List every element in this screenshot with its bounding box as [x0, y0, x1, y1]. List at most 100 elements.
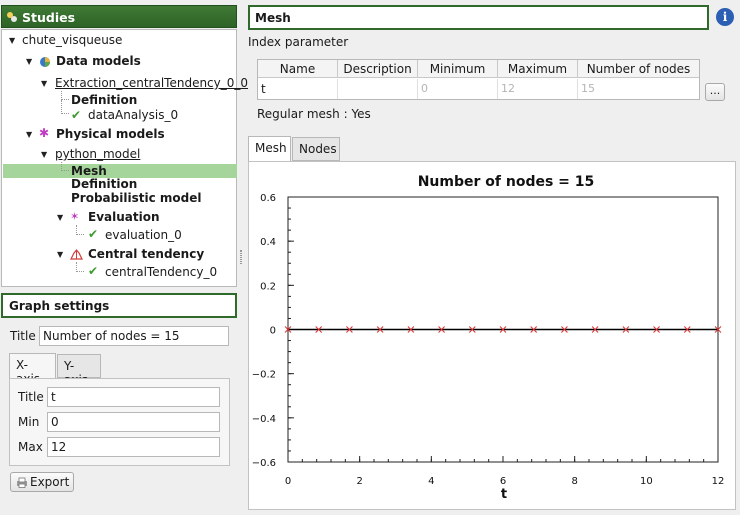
tree-item-definition[interactable]: Definition: [71, 177, 138, 191]
splitter-handle[interactable]: [240, 250, 242, 264]
data-point-marker: [653, 326, 660, 333]
expand-arrow-icon[interactable]: ▼: [9, 36, 16, 45]
data-point-marker: [499, 326, 507, 333]
tree-item-data-analysis[interactable]: dataAnalysis_0: [88, 108, 179, 122]
column-header-minimum[interactable]: Minimum: [418, 60, 498, 78]
expand-arrow-icon[interactable]: ▼: [26, 130, 33, 139]
graph-title-input[interactable]: Number of nodes = 15: [39, 326, 229, 346]
data-models-icon: [40, 57, 50, 67]
axis-max-input[interactable]: 12: [47, 437, 220, 457]
tree-connector: [61, 100, 69, 114]
tab-mesh[interactable]: Mesh: [248, 136, 291, 162]
x-tick-label: 8: [571, 476, 577, 487]
data-point: [714, 326, 722, 333]
column-header-number-of-nodes[interactable]: Number of nodes: [578, 60, 699, 78]
expand-arrow-icon[interactable]: ▼: [41, 79, 48, 88]
central-tendency-icon: [70, 249, 83, 260]
tree-connector: [61, 162, 69, 171]
check-icon: ✔: [71, 108, 82, 122]
data-point-marker: [438, 326, 445, 333]
x-tick-label: 6: [500, 476, 506, 487]
expand-arrow-icon[interactable]: ▼: [57, 213, 64, 222]
data-point-marker: [591, 326, 599, 333]
axis-max-label: Max: [18, 440, 43, 454]
tree-item-python-model[interactable]: python_model: [55, 147, 141, 161]
data-point: [499, 326, 507, 333]
data-point: [284, 326, 292, 333]
evaluation-icon: ✶: [70, 210, 80, 223]
study-tree[interactable]: ▼ chute_visqueuse ▼ Data models ▼ Extrac…: [1, 29, 248, 287]
y-tick-label: 0.6: [260, 193, 276, 204]
column-header-maximum[interactable]: Maximum: [498, 60, 578, 78]
table-cell-minimum[interactable]: 0: [418, 79, 498, 99]
tree-item-root[interactable]: chute_visqueuse: [22, 33, 123, 47]
tree-item-physical-models[interactable]: Physical models: [56, 127, 165, 141]
axis-title-label: Title: [18, 390, 44, 404]
table-cell-maximum[interactable]: 12: [498, 79, 578, 99]
mesh-chart[interactable]: Number of nodes = 15 t 0 2 4 6 8 10 12 0.6 0.4 0.…: [249, 162, 735, 509]
x-tick-label: 12: [712, 476, 725, 487]
graph-title-label: Title: [10, 329, 36, 343]
tree-item-probabilistic-model[interactable]: Probabilistic model: [71, 191, 202, 205]
studies-logo-icon: [7, 12, 17, 22]
table-cell-name[interactable]: t: [258, 79, 338, 99]
expand-arrow-icon[interactable]: ▼: [57, 250, 64, 259]
check-icon: ✔: [88, 264, 99, 278]
axis-min-input[interactable]: 0: [47, 412, 220, 432]
data-point-marker: [315, 326, 323, 333]
y-tick-label: −0.2: [252, 370, 276, 381]
data-point: [530, 326, 538, 333]
data-point-marker: [683, 326, 691, 333]
tree-item-evaluation-0[interactable]: evaluation_0: [105, 228, 182, 242]
data-point-marker: [376, 326, 384, 333]
edit-mesh-button[interactable]: ...: [705, 83, 725, 101]
x-tick-label: 4: [428, 476, 434, 487]
tree-item-evaluation[interactable]: Evaluation: [88, 210, 160, 224]
data-point-marker: [622, 326, 630, 333]
tree-item-central-tendency[interactable]: Central tendency: [88, 247, 205, 261]
physical-models-icon: ✱: [39, 126, 50, 140]
studies-title: Studies: [22, 10, 76, 25]
expand-arrow-icon[interactable]: ▼: [41, 150, 48, 159]
y-tick-label: 0.2: [260, 281, 276, 292]
tree-item-definition[interactable]: Definition: [71, 93, 138, 107]
tree-selection-highlight: [3, 164, 237, 178]
index-parameter-table[interactable]: Name Description Minimum Maximum Number …: [257, 59, 700, 100]
data-point: [376, 326, 384, 333]
tree-item-mesh[interactable]: Mesh: [71, 164, 107, 178]
axis-min-label: Min: [18, 415, 40, 429]
data-point: [315, 326, 323, 333]
data-point-marker: [530, 326, 538, 333]
tree-item-data-models[interactable]: Data models: [56, 54, 141, 68]
export-label: Export: [30, 475, 70, 489]
export-button[interactable]: Export: [10, 472, 74, 492]
tree-connector: [76, 225, 84, 235]
tree-connector: [76, 262, 84, 272]
tab-y-axis[interactable]: Y-axis: [57, 354, 101, 387]
axis-title-input[interactable]: t: [47, 387, 220, 407]
data-point-marker: [346, 326, 353, 333]
table-cell-number-of-nodes[interactable]: 15: [581, 82, 595, 95]
tab-x-axis[interactable]: X-axis: [9, 353, 56, 386]
data-point: [591, 326, 599, 333]
data-point-marker: [561, 326, 568, 333]
tree-item-central-tendency-0[interactable]: centralTendency_0: [105, 265, 218, 279]
data-point: [561, 326, 568, 333]
regular-mesh-label: Regular mesh : Yes: [257, 107, 371, 121]
y-tick-label: −0.4: [252, 414, 276, 425]
column-header-name[interactable]: Name: [258, 60, 338, 78]
y-tick-label: 0.4: [260, 237, 276, 248]
expand-arrow-icon[interactable]: ▼: [26, 57, 33, 66]
info-icon[interactable]: i: [716, 8, 734, 26]
data-point-marker: [468, 326, 476, 333]
column-header-description[interactable]: Description: [338, 60, 418, 78]
data-point-marker: [284, 326, 292, 333]
tree-item-extraction[interactable]: Extraction_centralTendency_0_0: [55, 76, 249, 90]
tab-nodes[interactable]: Nodes: [292, 137, 340, 161]
data-point: [407, 326, 415, 333]
check-icon: ✔: [88, 227, 99, 241]
tree-connector: [61, 91, 69, 100]
mesh-title: Mesh: [255, 11, 291, 25]
mesh-title-box: Mesh: [248, 5, 709, 30]
table-cell-description[interactable]: [338, 79, 418, 99]
